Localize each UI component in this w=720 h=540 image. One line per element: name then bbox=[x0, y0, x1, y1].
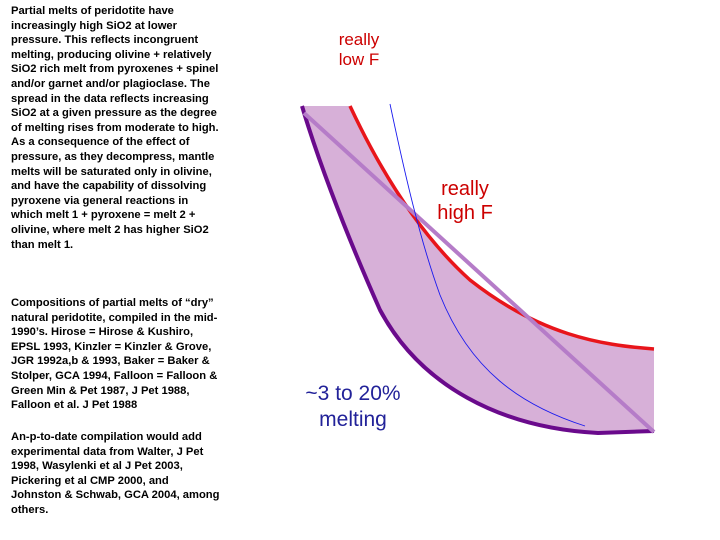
intro-paragraph: Partial melts of peridotite have increas… bbox=[11, 5, 219, 251]
melting-range-label: ~3 to 20% melting bbox=[305, 382, 401, 431]
high-f-boundary-curve bbox=[348, 105, 655, 351]
thin-reference-curve bbox=[389, 103, 586, 427]
trend-line bbox=[302, 111, 656, 434]
really-low-f-label: really low F bbox=[338, 30, 380, 69]
compilation-paragraph: Compositions of partial melts of “dry” n… bbox=[11, 297, 218, 412]
update-paragraph: An-p-to-date compilation would add exper… bbox=[11, 431, 220, 516]
low-f-boundary-curve bbox=[300, 105, 655, 436]
really-high-f-label: really high F bbox=[437, 178, 493, 224]
